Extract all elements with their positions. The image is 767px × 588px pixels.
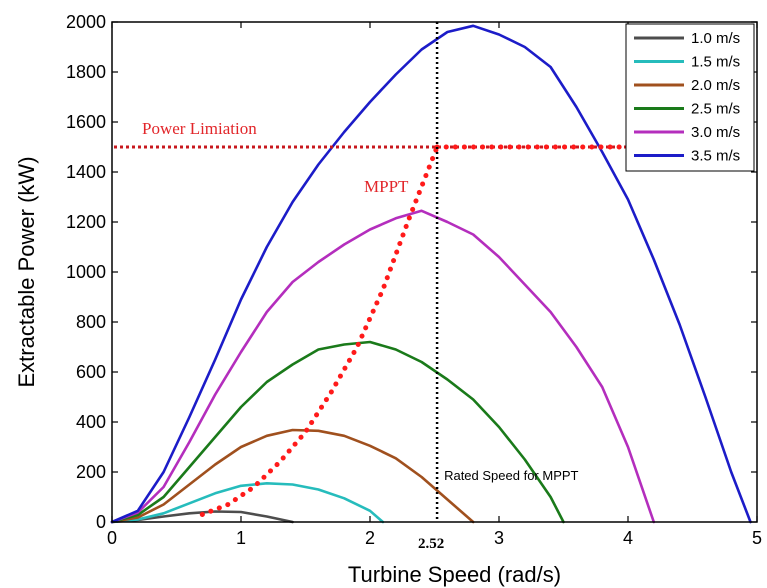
x-tick-label: 1 — [236, 528, 246, 548]
legend-box — [625, 23, 755, 172]
series-line-4 — [110, 340, 565, 524]
legend-label: 1.5 m/s — [691, 54, 740, 71]
y-tick-label: 200 — [76, 462, 106, 482]
y-tick-label: 600 — [76, 362, 106, 382]
mppt-curve — [199, 144, 440, 517]
x-axis-title: Turbine Speed (rad/s) — [348, 562, 561, 587]
rated-speed-annotation: Rated Speed for MPPT — [444, 468, 578, 483]
y-tick-label: 1000 — [66, 262, 106, 282]
x-tick-label: 3 — [494, 528, 504, 548]
plot-area — [110, 22, 752, 524]
y-tick-label: 1800 — [66, 62, 106, 82]
x-tick-label: 0 — [107, 528, 117, 548]
y-tick-label: 0 — [96, 512, 106, 532]
mppt-annotation: MPPT — [364, 177, 409, 196]
x-tick-label: 2 — [365, 528, 375, 548]
x-tick-label: 4 — [623, 528, 633, 548]
legend-label: 3.5 m/s — [691, 148, 740, 165]
legend: 1.0 m/s 1.5 m/s 2.0 m/s 2.5 m/s 3.0 m/s 3.5 m… — [625, 23, 755, 172]
legend-label: 1.0 m/s — [691, 30, 740, 47]
y-tick-label: 2000 — [66, 12, 106, 32]
y-tick-label: 1600 — [66, 112, 106, 132]
y-tick-label: 400 — [76, 412, 106, 432]
rated-speed-tick-label: 2.52 — [418, 536, 444, 552]
x-tick-label: 5 — [752, 528, 762, 548]
series-line-5 — [110, 209, 656, 524]
series-line-6 — [110, 24, 752, 524]
series-line-2 — [110, 481, 385, 524]
y-tick-label: 800 — [76, 312, 106, 332]
series-line-3 — [110, 428, 475, 524]
legend-label: 2.0 m/s — [691, 77, 740, 94]
legend-label: 2.5 m/s — [691, 101, 740, 118]
y-axis-title: Extractable Power (kW) — [14, 156, 39, 387]
power-limit-annotation: Power Limiation — [142, 119, 257, 138]
y-tick-label: 1400 — [66, 162, 106, 182]
y-tick-label: 1200 — [66, 212, 106, 232]
legend-label: 3.0 m/s — [691, 124, 740, 141]
axes: 0 200 400 600 800 1000 1200 1400 1600 1800 2000 0 1 2… — [66, 12, 762, 548]
